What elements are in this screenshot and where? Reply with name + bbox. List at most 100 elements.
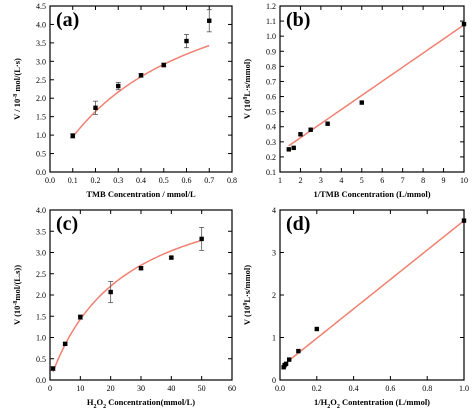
y-tick-label: 2.5: [36, 270, 46, 279]
panel-label: (c): [56, 213, 78, 235]
data-point: [70, 133, 75, 139]
y-tick-label: 2.5: [36, 76, 46, 85]
y-tick-label: 1.0: [266, 32, 276, 41]
y-tick-label: 1.0: [36, 131, 46, 140]
x-tick-label: 60: [228, 384, 236, 393]
x-tick-label: 50: [198, 384, 206, 393]
x-tick-label: 0.3: [113, 176, 123, 185]
y-tick-label: 0: [272, 376, 276, 385]
x-tick-label: 6: [380, 176, 384, 185]
y-tick-label: 3.5: [36, 39, 46, 48]
data-point: [308, 127, 313, 132]
x-tick-label: 0.4: [349, 384, 359, 393]
y-tick-label: 0.0: [36, 376, 46, 385]
x-tick-label: 0.0: [275, 384, 285, 393]
y-tick-label: 3.0: [36, 57, 46, 66]
data-point: [108, 289, 113, 295]
fit-line: [72, 44, 210, 138]
y-tick-label: 4.0: [36, 206, 46, 215]
x-tick-label: 5: [360, 176, 364, 185]
data-point: [199, 236, 204, 242]
y-tick-label: 4.5: [36, 2, 46, 11]
x-tick-label: 30: [137, 384, 145, 393]
x-tick-label: 0.8: [227, 176, 237, 185]
y-tick-label: 0.2: [266, 153, 276, 162]
y-tick-label: 3.5: [36, 227, 46, 236]
data-point: [78, 314, 83, 320]
y-tick-label: 4: [272, 206, 276, 215]
panel-b: 1 2 3 4 5 6 7 8 9 10 0.1 0.2 0.3 0.4 0.5 0.6 0.7 0.8 0.9 1.…: [242, 2, 468, 199]
x-tick-label: 20: [107, 384, 115, 393]
y-tick-label: 0.8: [266, 62, 276, 71]
y-tick-label: 1: [272, 334, 276, 343]
x-axis-label: 1/TMB Concentration (L/mmol): [313, 189, 430, 199]
x-tick-label: 1: [278, 176, 282, 185]
y-tick-label: 0.3: [266, 138, 276, 147]
y-tick-label: 0.4: [266, 123, 276, 132]
data-point: [207, 18, 212, 23]
x-tick-label: 9: [442, 176, 446, 185]
x-tick-label: 0.7: [204, 176, 214, 185]
y-axis-label: V (108L·s/mmol): [242, 265, 252, 325]
x-tick-label: 0.4: [136, 176, 146, 185]
x-tick-label: 7: [401, 176, 405, 185]
y-tick-label: 3: [272, 249, 276, 258]
y-axis-label: V (108L·s/mmol): [242, 59, 252, 119]
data-point: [291, 145, 296, 151]
y-tick-label: 1.1: [266, 17, 276, 26]
plot-frame: [49, 209, 233, 381]
panel-c: 0 10 20 30 40 50 60 0.0 0.5 1.0 1.5 2.0 2.5 3.0 3.5 4.0…: [12, 206, 236, 410]
x-tick-label: 10: [460, 176, 468, 185]
y-tick-label: 0.5: [36, 150, 46, 159]
x-axis-label: TMB Concentration / mmol/L: [86, 189, 196, 199]
plot-frame: [279, 5, 465, 173]
data-point: [314, 326, 319, 332]
x-tick-label: 0.2: [91, 176, 101, 185]
data-point: [461, 21, 467, 27]
fit-line: [52, 239, 202, 373]
y-axis-label: V / 10-8 mol/(L·s): [12, 58, 22, 120]
y-tick-label: 3.0: [36, 249, 46, 258]
x-tick-label: 10: [76, 384, 84, 393]
fit-line: [288, 24, 465, 147]
data-point: [286, 147, 291, 152]
y-tick-label: 0.7: [266, 77, 276, 86]
x-tick-label: 0: [48, 384, 52, 393]
x-tick-label: 0.1: [68, 176, 78, 185]
y-tick-label: 0.9: [266, 47, 276, 56]
x-tick-label: 3: [319, 176, 323, 185]
x-axis-label: H2O2 Concentration(mmol/L): [87, 397, 195, 410]
x-tick-label: 4: [339, 176, 343, 185]
x-tick-label: 0.2: [312, 384, 322, 393]
data-point: [169, 255, 174, 260]
y-tick-label: 0.5: [266, 108, 276, 117]
data-point: [116, 83, 121, 89]
data-point: [138, 266, 144, 271]
y-tick-label: 4.0: [36, 20, 46, 29]
y-tick-label: 0.6: [266, 93, 276, 102]
y-tick-label: 1.0: [36, 334, 46, 343]
x-tick-label: 40: [167, 384, 175, 393]
data-point: [62, 341, 68, 347]
y-axis-label: V (10-8mol/(L.s)): [12, 265, 22, 325]
data-point: [93, 105, 98, 111]
panel-d: 0.0 0.2 0.4 0.6 0.8 1.0 0 1 2 3 4 (d) 1/H2O2 Content…: [242, 206, 469, 410]
x-tick-label: 0.6: [385, 384, 395, 393]
y-tick-label: 2: [272, 291, 276, 300]
y-tick-label: 2.0: [36, 291, 46, 300]
panel-label: (d): [286, 213, 310, 235]
y-tick-label: 1.5: [36, 113, 46, 122]
x-tick-label: 1.0: [459, 384, 469, 393]
data-point: [359, 100, 364, 105]
y-tick-label: 0.1: [266, 168, 276, 177]
data-point: [287, 357, 292, 362]
x-tick-label: 0.6: [182, 176, 192, 185]
x-tick-label: 0.8: [422, 384, 432, 393]
data-point: [298, 132, 303, 137]
data-point: [461, 218, 467, 223]
data-point: [325, 121, 330, 126]
fit-line: [283, 220, 465, 366]
data-point: [50, 366, 56, 371]
panel-a: 0.0 0.1 0.2 0.3 0.4 0.5 0.6 0.7 0.8 0.0 0.5 1.0 1.5 2…: [12, 2, 237, 199]
